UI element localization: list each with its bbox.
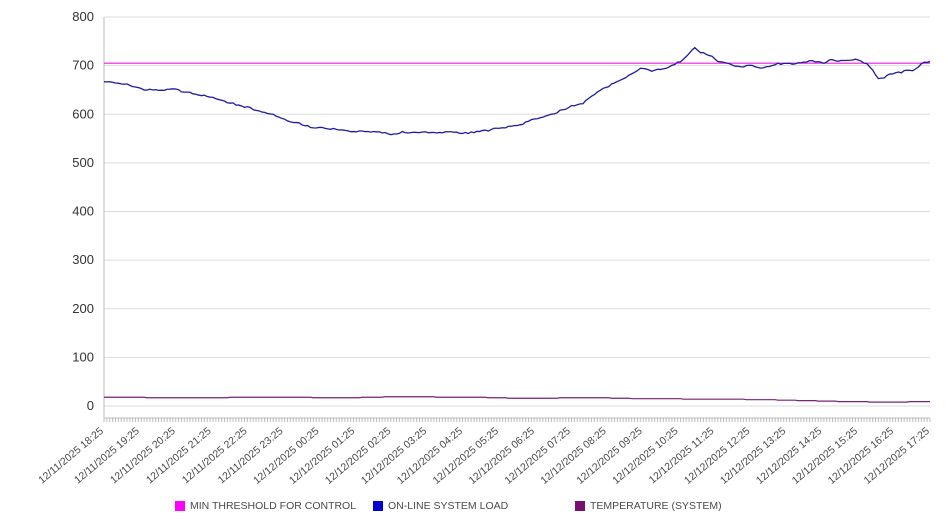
svg-text:300: 300 bbox=[72, 252, 94, 267]
svg-text:12/12/2025 17:25: 12/12/2025 17:25 bbox=[862, 425, 932, 487]
svg-text:800: 800 bbox=[72, 9, 94, 24]
svg-text:100: 100 bbox=[72, 349, 94, 364]
svg-text:0: 0 bbox=[87, 398, 94, 413]
svg-text:400: 400 bbox=[72, 204, 94, 219]
svg-text:600: 600 bbox=[72, 106, 94, 121]
svg-text:12/12/2025 10:25: 12/12/2025 10:25 bbox=[610, 425, 680, 487]
svg-text:700: 700 bbox=[72, 58, 94, 73]
svg-text:200: 200 bbox=[72, 301, 94, 316]
svg-text:500: 500 bbox=[72, 155, 94, 170]
